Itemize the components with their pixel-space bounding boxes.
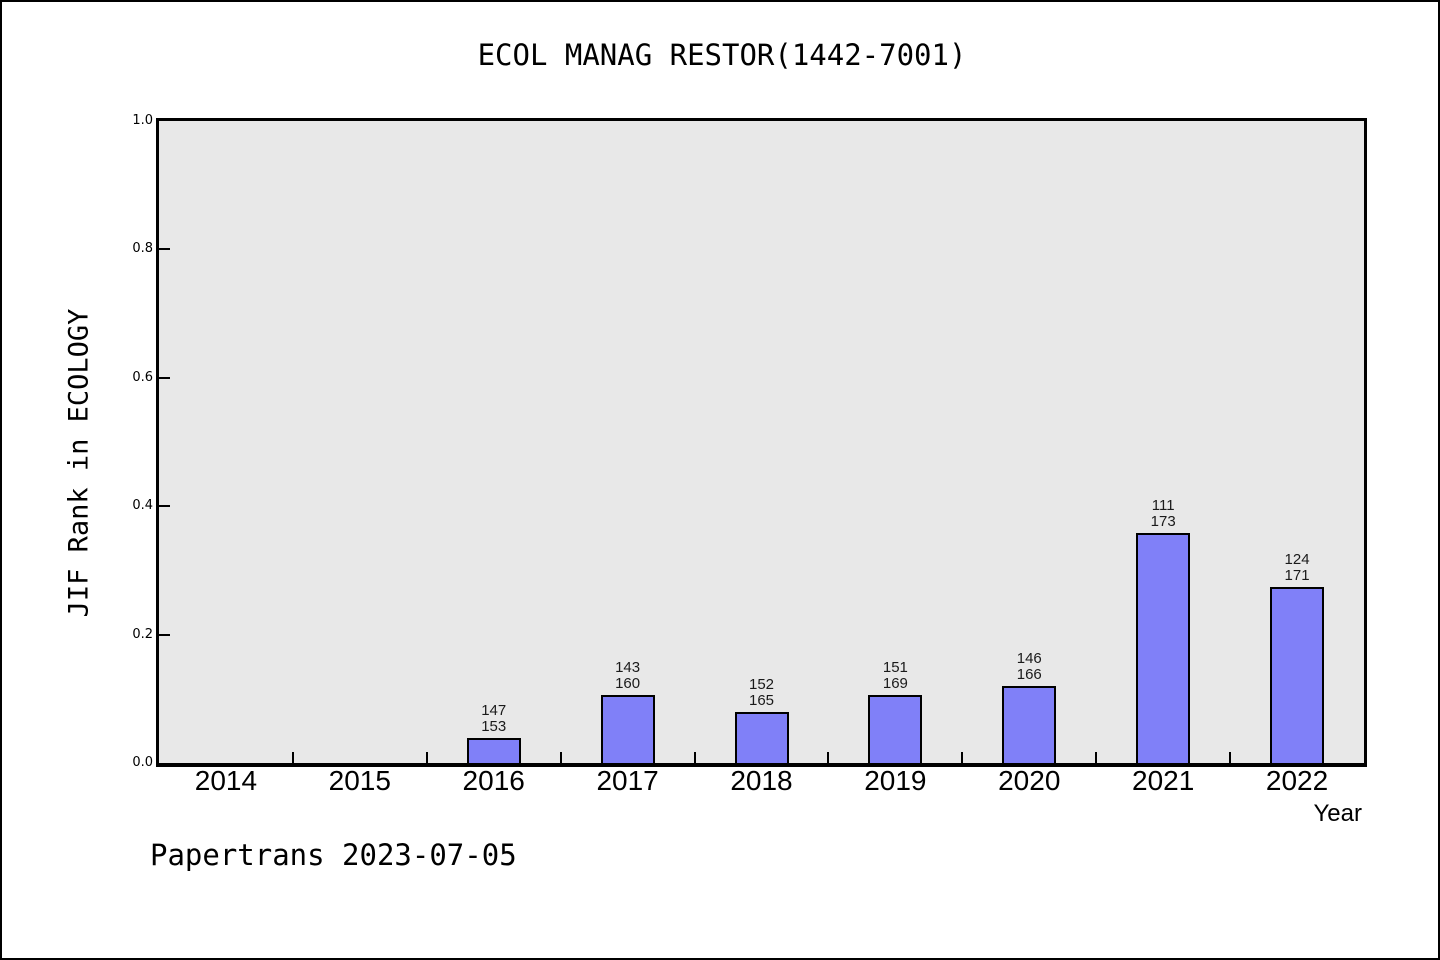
chart-title: ECOL MANAG RESTOR(1442-7001) [477,38,967,72]
x-tick-mark [1229,752,1232,763]
bar-value-label: 147 153 [454,703,534,735]
bar-rank-value: 111 [1151,497,1175,514]
x-tick-mark [291,752,294,763]
bar-2016 [466,738,521,763]
bar-value-label: 151 169 [855,660,935,692]
x-tick-label: 2017 [596,765,659,796]
y-tick-mark [159,505,170,508]
x-tick-mark [425,752,428,763]
x-tick-mark [693,752,696,763]
y-tick-label: 0.8 [132,241,153,257]
bar-total-value: 171 [1284,567,1310,584]
bar-value-label: 111 173 [1123,498,1203,530]
bar-2018 [734,712,789,763]
watermark-text: Papertrans 2023-07-05 [150,838,517,872]
x-tick-label: 2016 [462,765,525,796]
y-tick-mark [159,633,170,636]
x-axis-title: Year [1313,800,1363,827]
bar-rank-value: 124 [1284,551,1310,568]
y-tick-mark [159,248,170,251]
y-tick-label: 1.0 [132,113,153,128]
bar-value-label: 124 171 [1257,552,1337,584]
bar-2021 [1136,533,1191,763]
x-tick-mark [1095,752,1098,763]
y-tick-mark [159,376,170,379]
bar-value-label: 152 165 [722,677,802,709]
x-tick-label: 2020 [998,765,1061,796]
bar-total-value: 173 [1150,513,1176,530]
bar-rank-value: 147 [481,702,507,719]
bar-rank-value: 143 [615,659,641,676]
plot-area: 147 153 143 160 152 165 151 169 146 166 111 173 124 1… [156,118,1367,767]
x-tick-mark [827,752,830,763]
y-tick-label: 0.4 [132,498,153,514]
bar-rank-value: 152 [748,676,775,693]
bar-total-value: 166 [1016,666,1042,683]
x-tick-label: 2014 [194,765,258,796]
x-tick-label: 2019 [864,765,927,796]
x-tick-label: 2022 [1265,765,1329,796]
bar-2020 [1002,686,1057,763]
bar-2017 [600,695,655,763]
bar-2022 [1270,587,1325,763]
bar-rank-value: 151 [882,659,908,676]
bar-rank-value: 146 [1016,650,1042,667]
bar-value-label: 143 160 [588,660,668,692]
bar-total-value: 153 [481,718,507,735]
y-tick-label: 0.0 [132,755,153,770]
y-axis-title: JIF Rank in ECOLOGY [63,308,95,618]
bar-2019 [868,695,923,763]
y-tick-label: 0.6 [132,369,153,385]
y-tick-label: 0.2 [132,626,153,642]
x-tick-mark [559,752,562,763]
x-tick-label: 2021 [1132,765,1195,796]
bar-total-value: 160 [615,675,641,692]
bar-total-value: 165 [748,692,775,709]
x-tick-mark [961,752,964,763]
x-tick-label: 2018 [730,765,793,796]
bar-total-value: 169 [882,675,908,692]
bar-value-label: 146 166 [989,651,1069,683]
x-tick-label: 2015 [328,765,391,796]
